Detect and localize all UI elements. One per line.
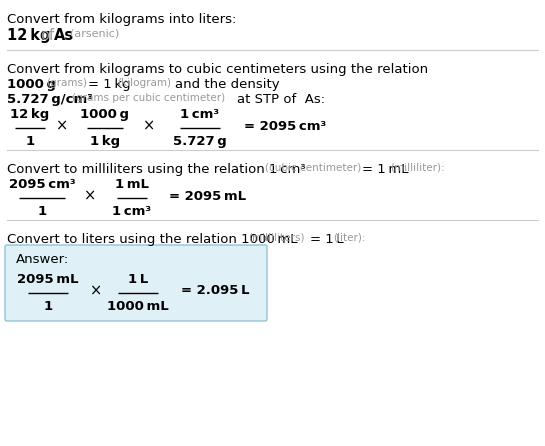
Text: 1 kg: 1 kg — [90, 135, 120, 148]
Text: (grams per cubic centimeter): (grams per cubic centimeter) — [72, 93, 225, 103]
Text: = 2095 mL: = 2095 mL — [169, 190, 246, 202]
FancyBboxPatch shape — [5, 245, 267, 321]
Text: 1 L: 1 L — [128, 273, 148, 286]
Text: 1 cm³: 1 cm³ — [112, 205, 152, 218]
Text: 1 cm³: 1 cm³ — [180, 108, 220, 121]
Text: 1000 g: 1000 g — [81, 108, 130, 121]
Text: 1: 1 — [38, 205, 46, 218]
Text: ×: × — [143, 119, 155, 133]
Text: = 1 mL: = 1 mL — [362, 163, 409, 176]
Text: ×: × — [84, 189, 96, 203]
Text: Convert to liters using the relation 1000 mL: Convert to liters using the relation 100… — [7, 233, 298, 246]
Text: (milliliters): (milliliters) — [248, 233, 305, 243]
Text: (arsenic): (arsenic) — [70, 28, 119, 38]
Text: 2095 mL: 2095 mL — [17, 273, 78, 286]
Text: Convert from kilograms to cubic centimeters using the relation: Convert from kilograms to cubic centimet… — [7, 63, 428, 76]
Text: ×: × — [90, 284, 102, 298]
Text: 5.727 g: 5.727 g — [173, 135, 227, 148]
Text: (kilogram): (kilogram) — [117, 78, 171, 88]
Text: 1 mL: 1 mL — [115, 178, 149, 191]
Text: and the density: and the density — [175, 78, 280, 91]
Text: 12 kg: 12 kg — [10, 108, 50, 121]
Text: = 2095 cm³: = 2095 cm³ — [244, 120, 326, 132]
Text: 1000 g: 1000 g — [7, 78, 56, 91]
Text: ×: × — [56, 119, 68, 133]
Text: 12 kg: 12 kg — [7, 28, 51, 43]
Text: As: As — [54, 28, 74, 43]
Text: Convert to milliliters using the relation 1 cm³: Convert to milliliters using the relatio… — [7, 163, 306, 176]
Text: (liter):: (liter): — [333, 233, 366, 243]
Text: (cubic centimeter): (cubic centimeter) — [265, 163, 361, 173]
Text: Convert from kilograms into liters:: Convert from kilograms into liters: — [7, 13, 237, 26]
Text: 5.727 g/cm³: 5.727 g/cm³ — [7, 93, 93, 106]
Text: 1: 1 — [44, 300, 52, 313]
Text: (grams): (grams) — [46, 78, 87, 88]
Text: = 1 L: = 1 L — [310, 233, 344, 246]
Text: Answer:: Answer: — [16, 253, 69, 266]
Text: 1000 mL: 1000 mL — [107, 300, 169, 313]
Text: of: of — [40, 28, 54, 43]
Text: = 1 kg: = 1 kg — [88, 78, 131, 91]
Text: = 2.095 L: = 2.095 L — [181, 285, 250, 297]
Text: 2095 cm³: 2095 cm³ — [9, 178, 75, 191]
Text: (milliliter):: (milliliter): — [390, 163, 445, 173]
Text: 1: 1 — [26, 135, 34, 148]
Text: at STP of  As:: at STP of As: — [237, 93, 325, 106]
